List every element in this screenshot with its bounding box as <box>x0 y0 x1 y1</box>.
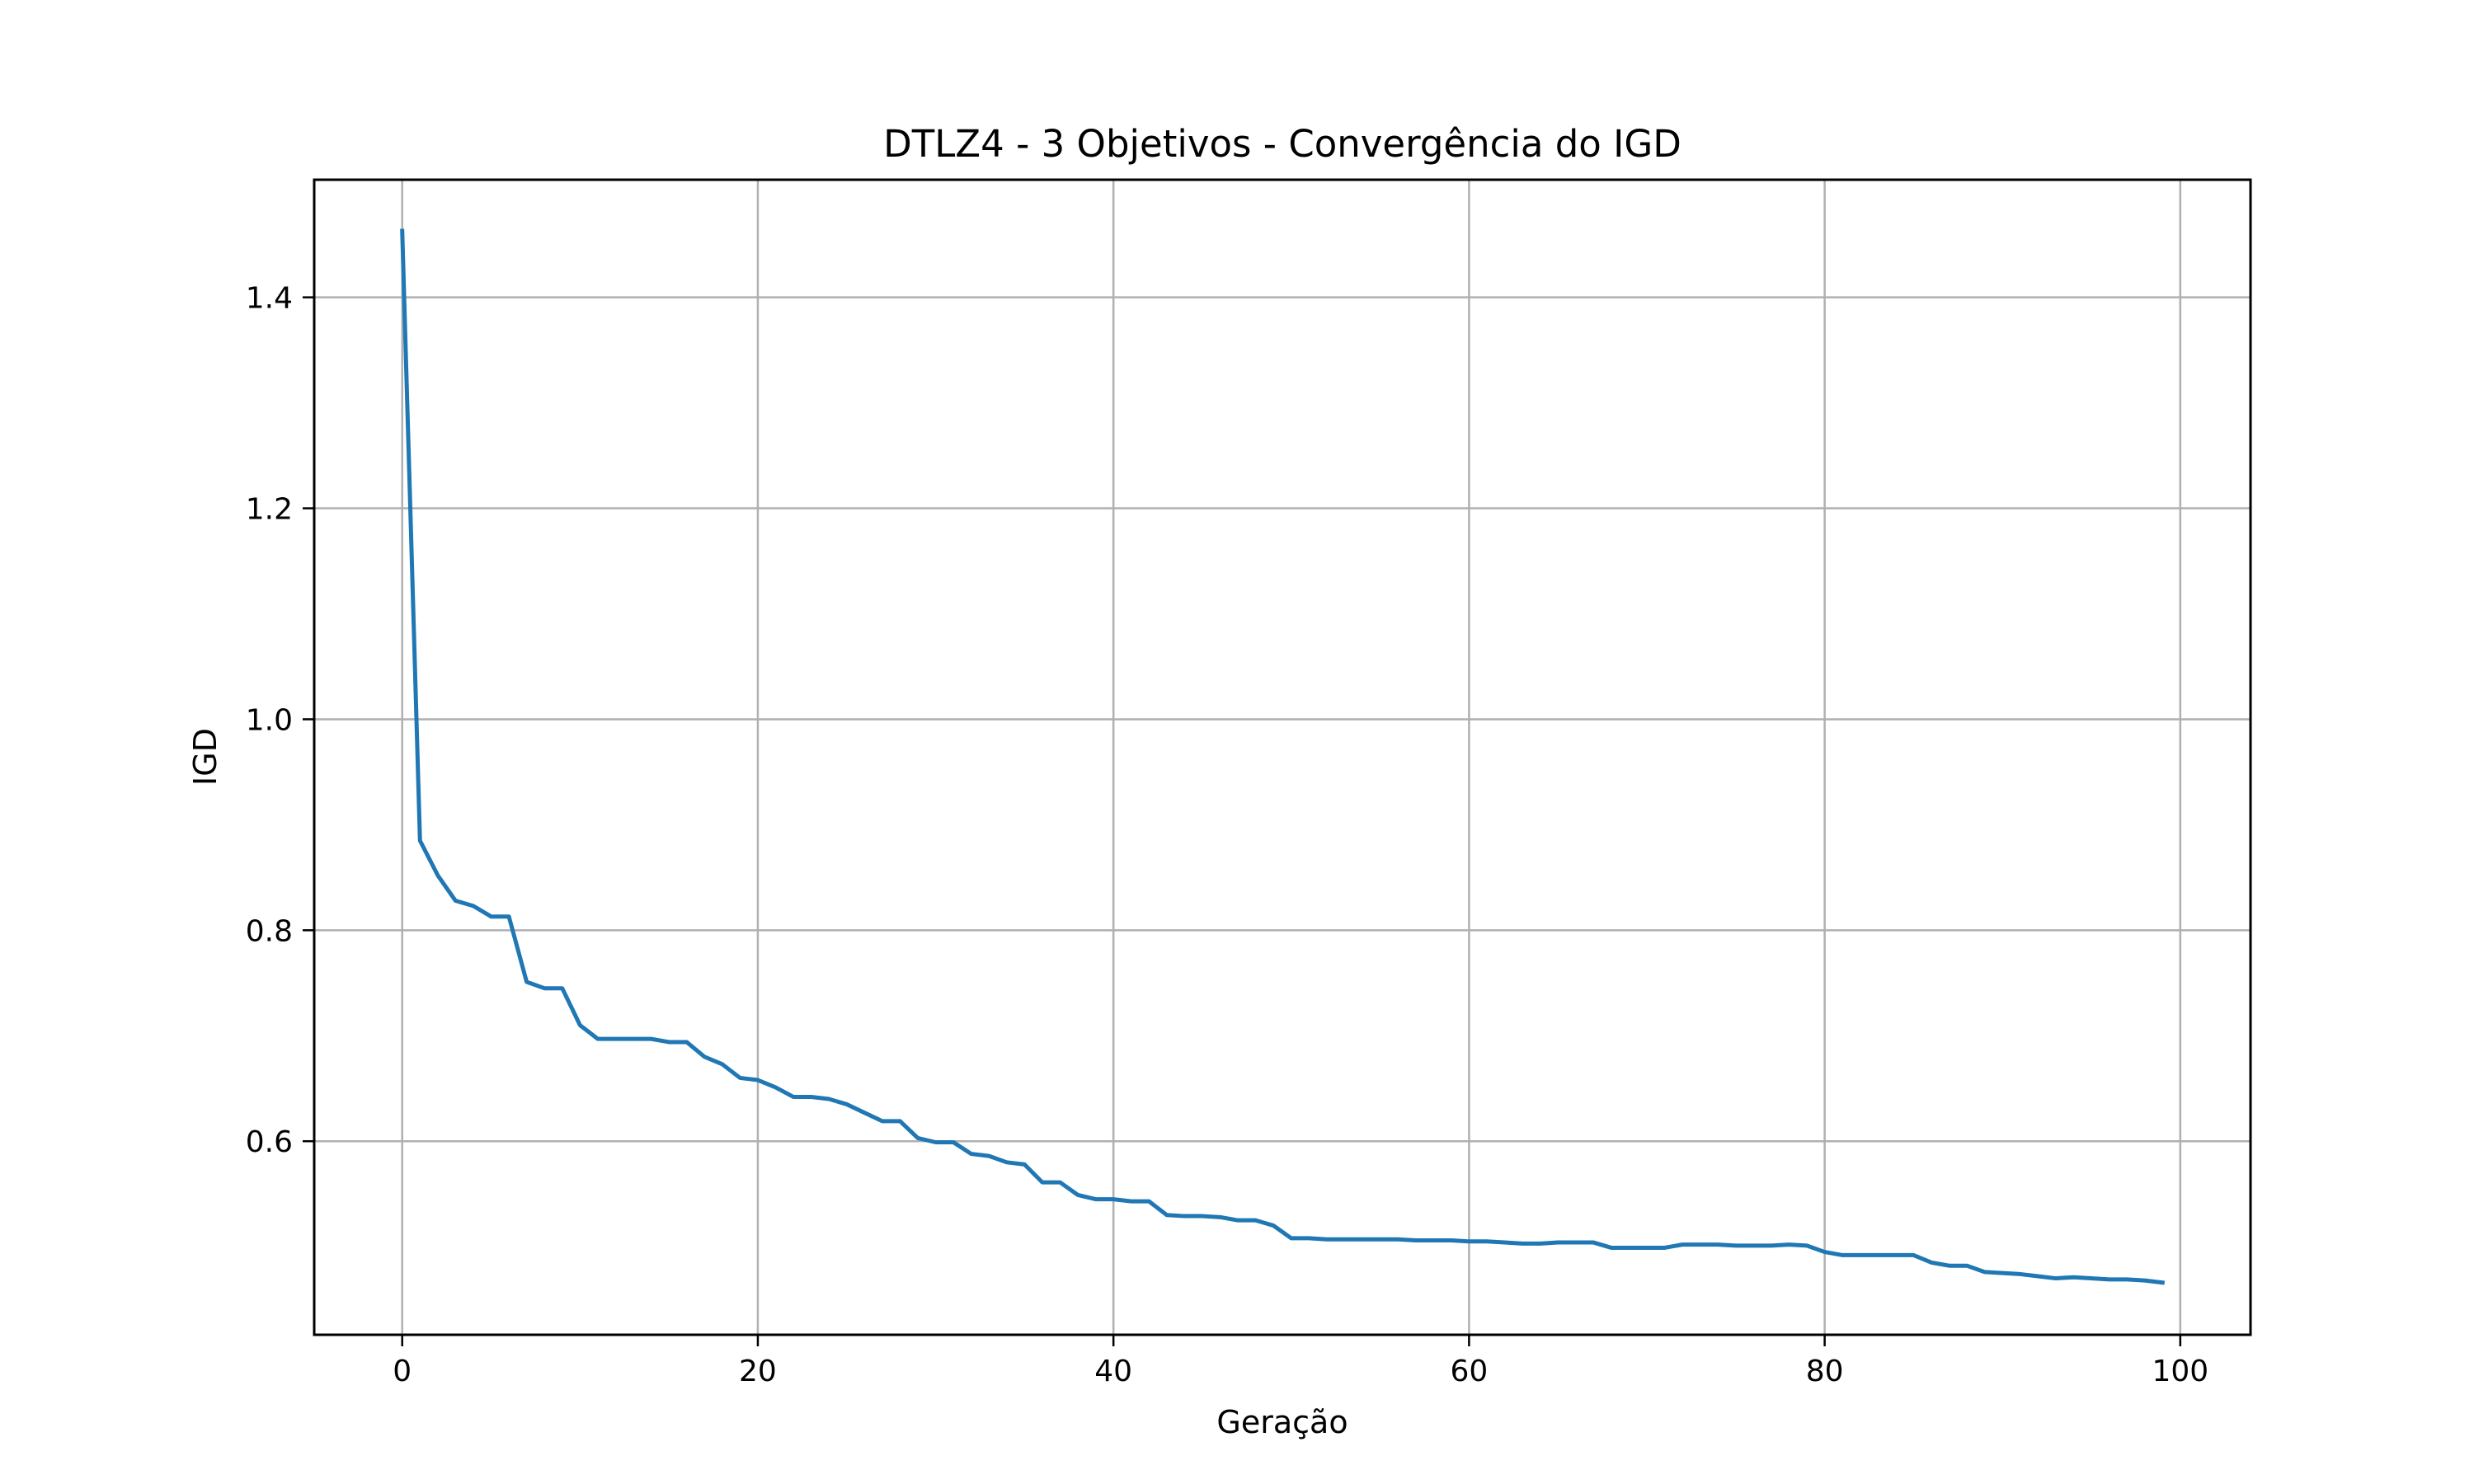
plot-frame <box>313 178 2252 1336</box>
x-tick-label: 60 <box>1450 1355 1488 1388</box>
x-tick-label: 80 <box>1806 1355 1844 1388</box>
series-layer <box>400 228 2166 1285</box>
y-tick-label: 1.2 <box>246 493 293 527</box>
y-axis-label: IGD <box>187 728 223 786</box>
chart-title: DTLZ4 - 3 Objetivos - Convergência do IG… <box>883 122 1681 166</box>
grid-lines <box>314 180 2251 1335</box>
plot-area <box>314 180 2251 1335</box>
y-tick-label: 1.4 <box>246 282 293 316</box>
x-tick-label: 100 <box>2152 1355 2208 1388</box>
y-tick-label: 0.6 <box>246 1125 293 1159</box>
axis-ticks: 0 20 40 60 80 100 0.6 0.8 1.0 1.2 1.4 <box>246 282 2208 1388</box>
igd-series-line <box>400 228 2166 1285</box>
y-tick-label: 1.0 <box>246 703 293 737</box>
x-tick-label: 40 <box>1094 1355 1132 1388</box>
x-tick-label: 20 <box>739 1355 777 1388</box>
x-tick-label: 0 <box>393 1355 412 1388</box>
y-tick-label: 0.8 <box>246 914 293 948</box>
x-axis-label: Geração <box>1216 1404 1348 1440</box>
